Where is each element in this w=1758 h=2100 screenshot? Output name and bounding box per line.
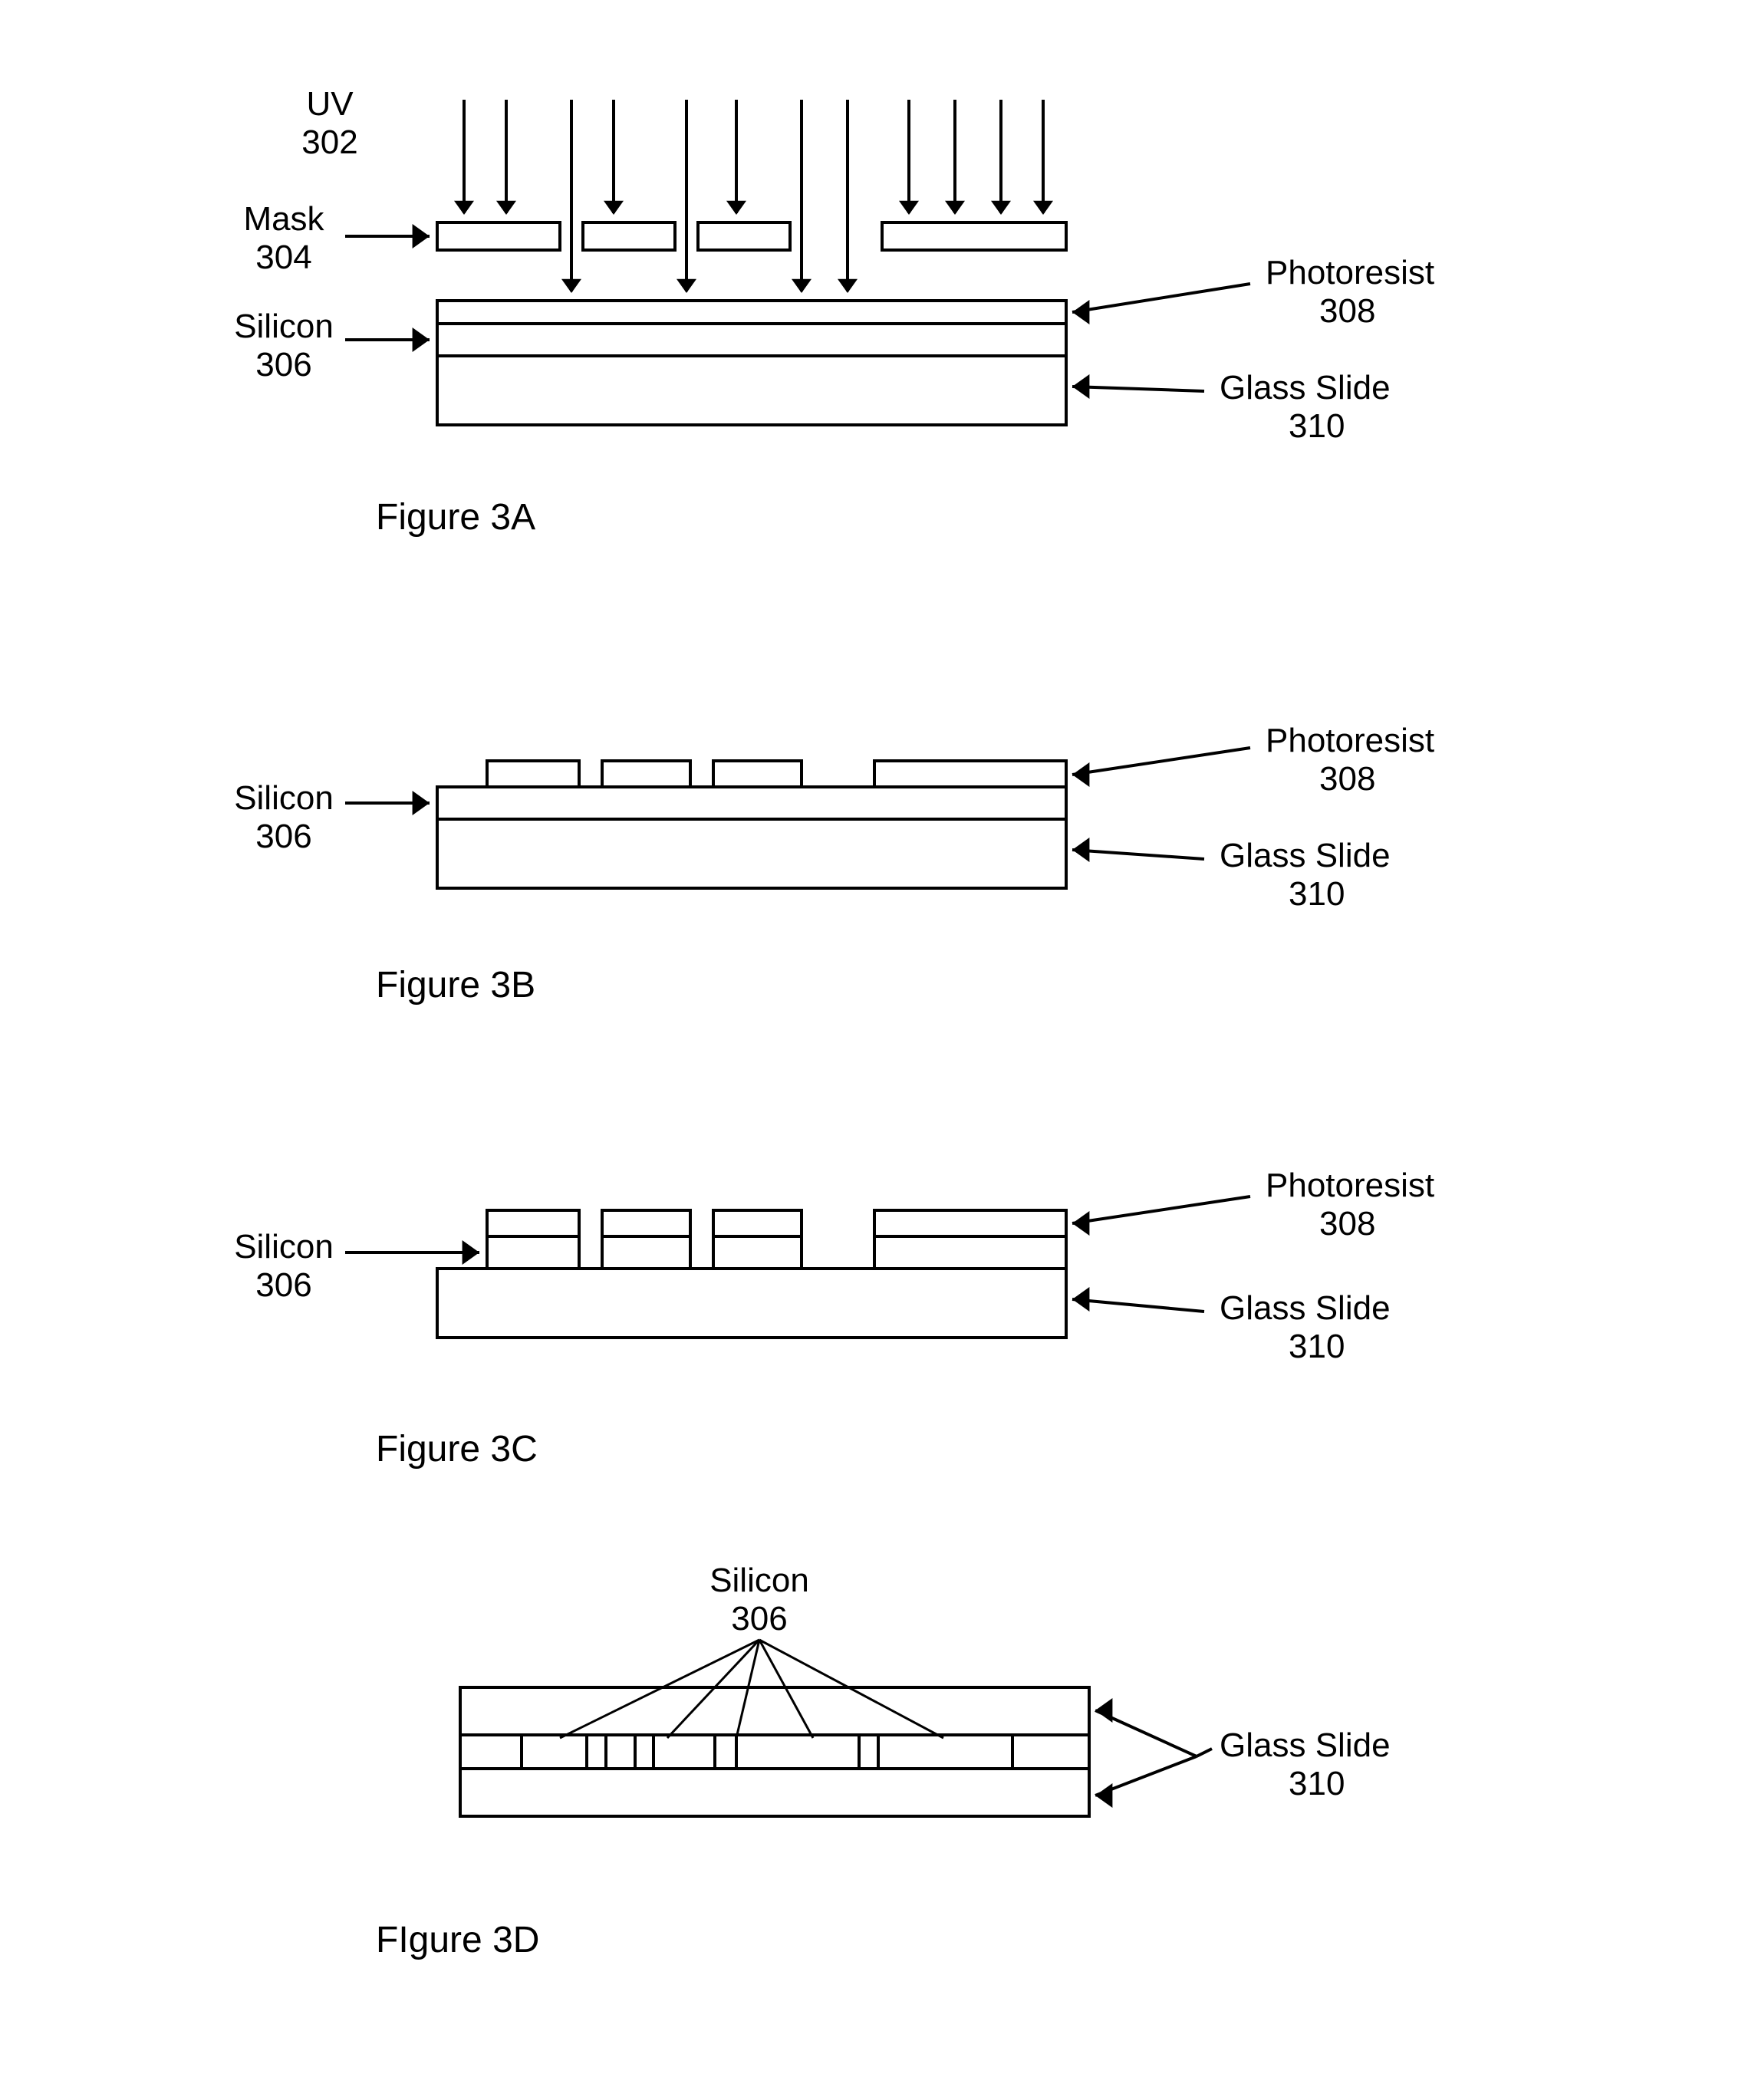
arrowhead (945, 201, 965, 215)
silicon-label: Silicon (234, 779, 334, 817)
arrowhead (1095, 1783, 1112, 1808)
pointer-line (1072, 1196, 1250, 1223)
pointer-line (1072, 748, 1250, 775)
photoresist-label: Photoresist (1266, 722, 1434, 759)
pointer-line (1072, 284, 1250, 312)
arrowhead (677, 279, 696, 293)
glass-layer (437, 356, 1066, 425)
glass-label: Glass Slide (1220, 1726, 1391, 1764)
glass-label: Glass Slide (1220, 1289, 1391, 1327)
photoresist-label: Photoresist (1266, 1167, 1434, 1204)
silicon-segment (602, 1236, 690, 1269)
silicon-ref: 306 (255, 818, 311, 855)
arrowhead (604, 201, 624, 215)
arrowhead (1072, 762, 1089, 787)
photoresist-segment (602, 1210, 690, 1236)
arrowhead (991, 201, 1011, 215)
silicon-segment (487, 1236, 579, 1269)
glass-label: Glass Slide (1220, 369, 1391, 407)
silicon-segment (878, 1735, 1012, 1769)
arrowhead (792, 279, 812, 293)
arrowhead (463, 1240, 479, 1265)
photoresist-segment (713, 1210, 802, 1236)
silicon-ref: 306 (255, 1266, 311, 1304)
uv-label: UV (306, 85, 354, 123)
caption-3d: FIgure 3D (376, 1920, 539, 1960)
mask-segment (437, 222, 560, 250)
glass-bottom (460, 1769, 1089, 1816)
arrowhead (413, 791, 430, 815)
silicon-label: Silicon (709, 1562, 809, 1599)
silicon-layer (437, 324, 1066, 356)
arrowhead (899, 201, 919, 215)
arrowhead (838, 279, 858, 293)
silicon-segment (874, 1236, 1066, 1269)
photoresist-ref: 308 (1319, 292, 1375, 330)
arrowhead (1072, 838, 1089, 862)
silicon-segment (606, 1735, 635, 1769)
arrowhead (413, 224, 430, 249)
pointer-line (1072, 1299, 1204, 1312)
arrowhead (1072, 1287, 1089, 1312)
arrowhead (1033, 201, 1053, 215)
arrowhead (496, 201, 516, 215)
photoresist-ref: 308 (1319, 760, 1375, 798)
arrowhead (454, 201, 474, 215)
mask-segment (882, 222, 1066, 250)
photoresist-segment (602, 761, 690, 787)
pointer-line (1072, 850, 1204, 859)
photoresist-segment (874, 1210, 1066, 1236)
caption-3c: Figure 3C (376, 1429, 538, 1470)
silicon-segment (653, 1735, 715, 1769)
photoresist-ref: 308 (1319, 1205, 1375, 1243)
arrowhead (1072, 374, 1089, 399)
mask-ref: 304 (255, 239, 311, 276)
mask-segment (583, 222, 675, 250)
silicon-segment (522, 1735, 587, 1769)
photoresist-segment (713, 761, 802, 787)
photoresist-segment (487, 1210, 579, 1236)
uv-ref: 302 (301, 123, 357, 161)
caption-3a: Figure 3A (376, 497, 535, 538)
arrowhead (1095, 1698, 1112, 1723)
silicon-ref: 306 (731, 1600, 787, 1638)
arrowhead (1072, 1211, 1089, 1236)
silicon-label: Silicon (234, 1228, 334, 1266)
pointer-line (1072, 387, 1204, 391)
glass-layer (437, 1269, 1066, 1338)
glass-ref: 310 (1289, 1328, 1345, 1365)
photoresist-segment (487, 761, 579, 787)
photoresist-segment (874, 761, 1066, 787)
arrowhead (413, 328, 430, 352)
silicon-ref: 306 (255, 346, 311, 383)
glass-layer (437, 819, 1066, 888)
silicon-segment (713, 1236, 802, 1269)
silicon-label: Silicon (234, 308, 334, 345)
glass-top (460, 1687, 1089, 1735)
pointer-line (1197, 1749, 1212, 1756)
silicon-layer (437, 787, 1066, 819)
arrowhead (1072, 300, 1089, 324)
mask-label: Mask (243, 200, 324, 238)
silicon-segment (736, 1735, 859, 1769)
glass-label: Glass Slide (1220, 837, 1391, 874)
glass-ref: 310 (1289, 1765, 1345, 1802)
glass-ref: 310 (1289, 875, 1345, 913)
caption-3b: Figure 3B (376, 965, 535, 1006)
photoresist-layer (437, 301, 1066, 324)
photoresist-label: Photoresist (1266, 254, 1434, 291)
arrowhead (561, 279, 581, 293)
mask-segment (698, 222, 790, 250)
arrowhead (726, 201, 746, 215)
glass-ref: 310 (1289, 407, 1345, 445)
